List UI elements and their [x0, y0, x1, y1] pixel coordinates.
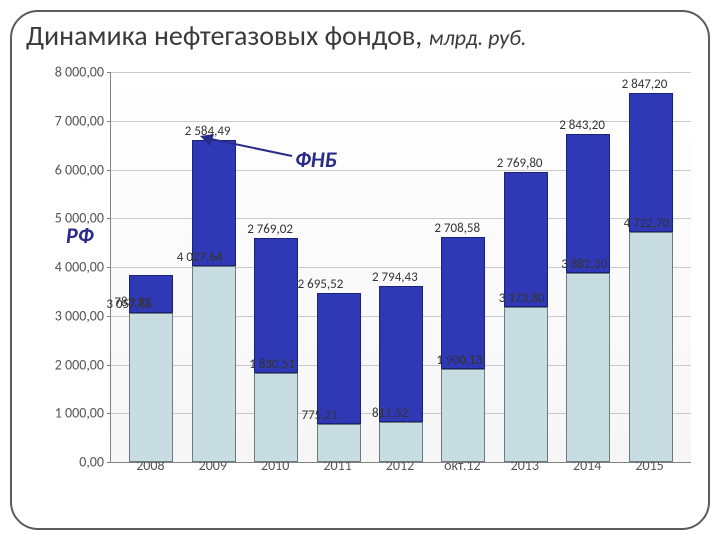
y-axis-label: 1 000,00	[34, 405, 104, 422]
y-tick	[107, 413, 111, 414]
bar-bottom	[192, 266, 236, 462]
value-label-top: 2 794,43	[372, 270, 418, 285]
bar-top	[504, 172, 548, 307]
y-axis-label: 3 000,00	[34, 307, 104, 324]
bar-top	[317, 293, 361, 424]
bar-bottom	[566, 273, 610, 462]
y-tick	[107, 365, 111, 366]
bar-bottom	[254, 373, 298, 462]
value-label-bottom: 4 027,64	[177, 250, 223, 265]
callout-arrow	[200, 134, 296, 174]
bar-top	[441, 237, 485, 369]
y-tick	[107, 218, 111, 219]
gridline	[111, 72, 691, 73]
value-label-top: 2 769,80	[497, 156, 543, 171]
y-tick	[107, 462, 111, 463]
bar-bottom	[379, 422, 423, 462]
y-axis-label: 8 000,00	[34, 64, 104, 81]
bar-bottom	[504, 307, 548, 462]
value-label-top: 2 843,20	[559, 118, 605, 133]
y-axis-label: 2 000,00	[34, 356, 104, 373]
value-label-top: 783,31	[114, 295, 150, 310]
bar-top	[254, 238, 298, 373]
y-tick	[107, 170, 111, 171]
y-tick	[107, 72, 111, 73]
slide-frame: Динамика нефтегазовых фондов, млрд. руб.…	[10, 10, 710, 530]
bar-top	[629, 93, 673, 232]
value-label-bottom: 1 830,51	[249, 357, 295, 372]
value-label-top: 2 769,02	[247, 222, 293, 237]
title-main: Динамика нефтегазовых фондов,	[26, 18, 422, 53]
y-tick	[107, 121, 111, 122]
value-label-top: 2 695,52	[298, 277, 344, 292]
bar-top	[379, 286, 423, 422]
value-label-bottom: 811,52	[372, 406, 408, 421]
value-label-bottom: 4 722,70	[624, 216, 670, 231]
y-axis-label: 4 000,00	[34, 259, 104, 276]
value-label-bottom: 1 900,13	[436, 353, 482, 368]
y-axis-label: 7 000,00	[34, 112, 104, 129]
value-label-bottom: 3 882,30	[561, 257, 607, 272]
y-tick	[107, 267, 111, 268]
chart-title: Динамика нефтегазовых фондов, млрд. руб.	[26, 18, 686, 53]
chart-area: РФ ФНБ 0,00 1 000,00 2 000,00 3 000,00 4 000…	[30, 62, 694, 502]
value-label-top: 2 584,49	[185, 124, 231, 139]
y-axis-label: 0,00	[34, 454, 104, 471]
bar-bottom	[317, 424, 361, 462]
bar-bottom	[629, 232, 673, 462]
y-tick	[107, 316, 111, 317]
value-label-bottom: 775,21	[302, 408, 338, 423]
y-axis-label: 6 000,00	[34, 161, 104, 178]
bar-bottom	[129, 313, 173, 462]
series-label-fnb: ФНБ	[295, 146, 337, 173]
value-label-top: 2 708,58	[434, 221, 480, 236]
bar-top	[566, 134, 610, 273]
bar-bottom	[441, 369, 485, 462]
series-label-rf: РФ	[66, 222, 94, 249]
value-label-bottom: 3 173,80	[499, 291, 545, 306]
value-label-top: 2 847,20	[622, 77, 668, 92]
title-sub: млрд. руб.	[429, 24, 527, 51]
